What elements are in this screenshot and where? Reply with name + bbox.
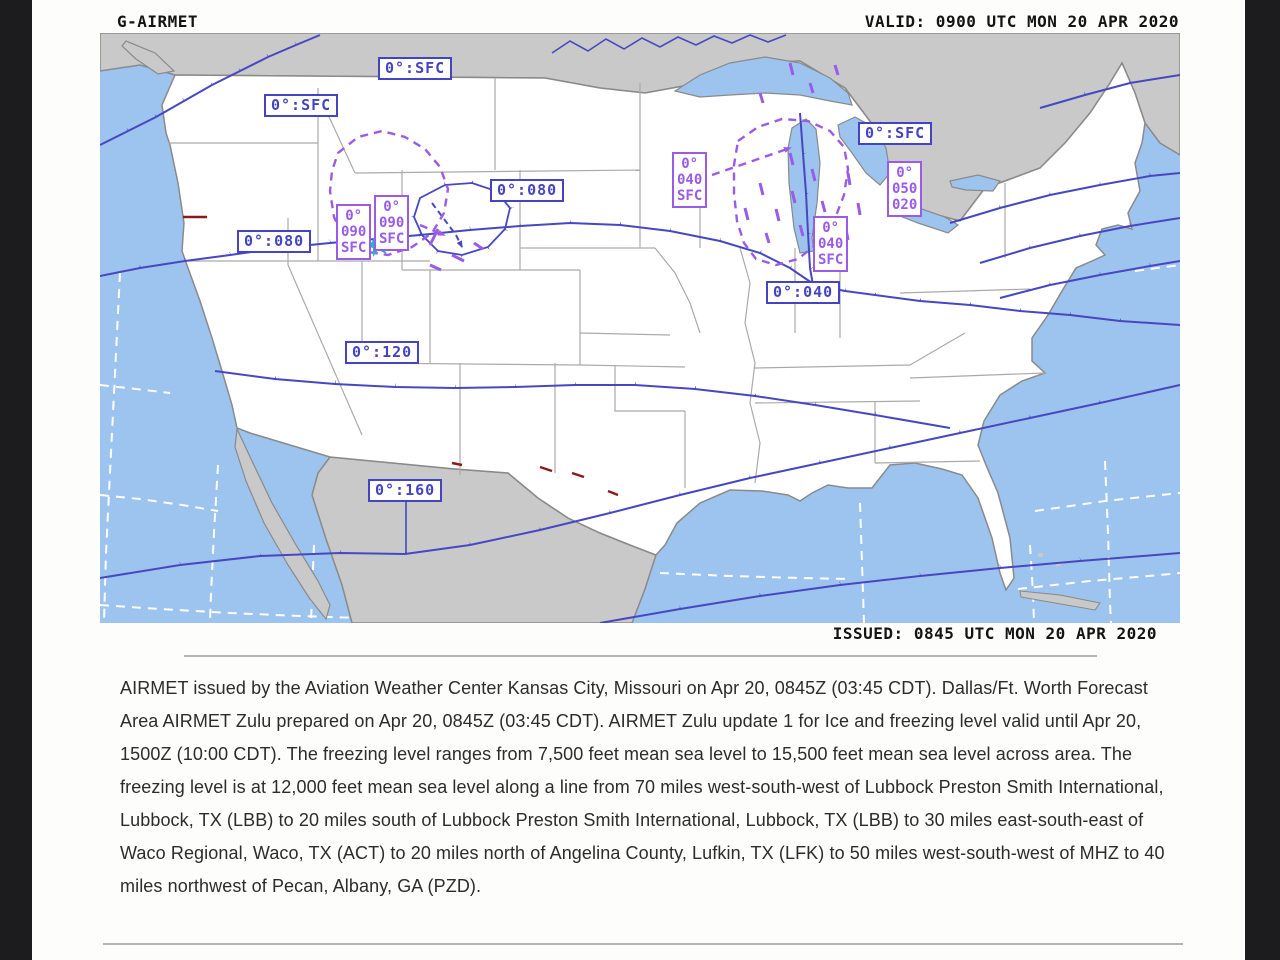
airmet-zulu-label: 0° 090 SFC	[374, 195, 410, 251]
document-page: G-AIRMET VALID: 0900 UTC MON 20 APR 2020	[32, 0, 1245, 960]
freezing-level-label: 0°:SFC	[378, 57, 453, 80]
divider	[103, 943, 1183, 945]
valid-timestamp: VALID: 0900 UTC MON 20 APR 2020	[864, 12, 1179, 31]
freezing-level-label: 0°:160	[368, 479, 443, 502]
freezing-level-label: 0°:SFC	[858, 122, 933, 145]
advisory-leader	[419, 223, 446, 237]
bahamas-islet	[1038, 553, 1043, 557]
freezing-level-label: 0°:120	[345, 341, 420, 364]
map-image	[100, 33, 1180, 623]
freezing-level-label: 0°:040	[766, 281, 841, 304]
freezing-level-label: 0°:080	[237, 230, 312, 253]
left-letterbox-bar	[0, 0, 32, 960]
airmet-zulu-label: 0° 050 020	[887, 161, 923, 217]
freezing-level-contours	[100, 34, 1180, 623]
divider	[184, 655, 1097, 657]
right-letterbox-bar	[1245, 0, 1280, 960]
airmet-description: AIRMET issued by the Aviation Weather Ce…	[120, 678, 1165, 896]
freezing-level-label: 0°:SFC	[264, 94, 339, 117]
gairmet-map[interactable]: 0°:SFC 0°:SFC 0°:080 0°:080 0°:120 0°:16…	[100, 33, 1180, 623]
lake-superior	[673, 56, 853, 106]
airmet-zulu-label: 0° 090 SFC	[336, 204, 372, 260]
airmet-zulu-label: 0° 040 SFC	[672, 152, 708, 208]
airmet-zulu-label: 0° 040 SFC	[813, 216, 849, 272]
freezing-level-label: 0°:080	[490, 179, 565, 202]
lake-ontario	[949, 174, 1001, 192]
issued-timestamp: ISSUED: 0845 UTC MON 20 APR 2020	[832, 624, 1157, 643]
page-title: G-AIRMET	[117, 12, 199, 31]
